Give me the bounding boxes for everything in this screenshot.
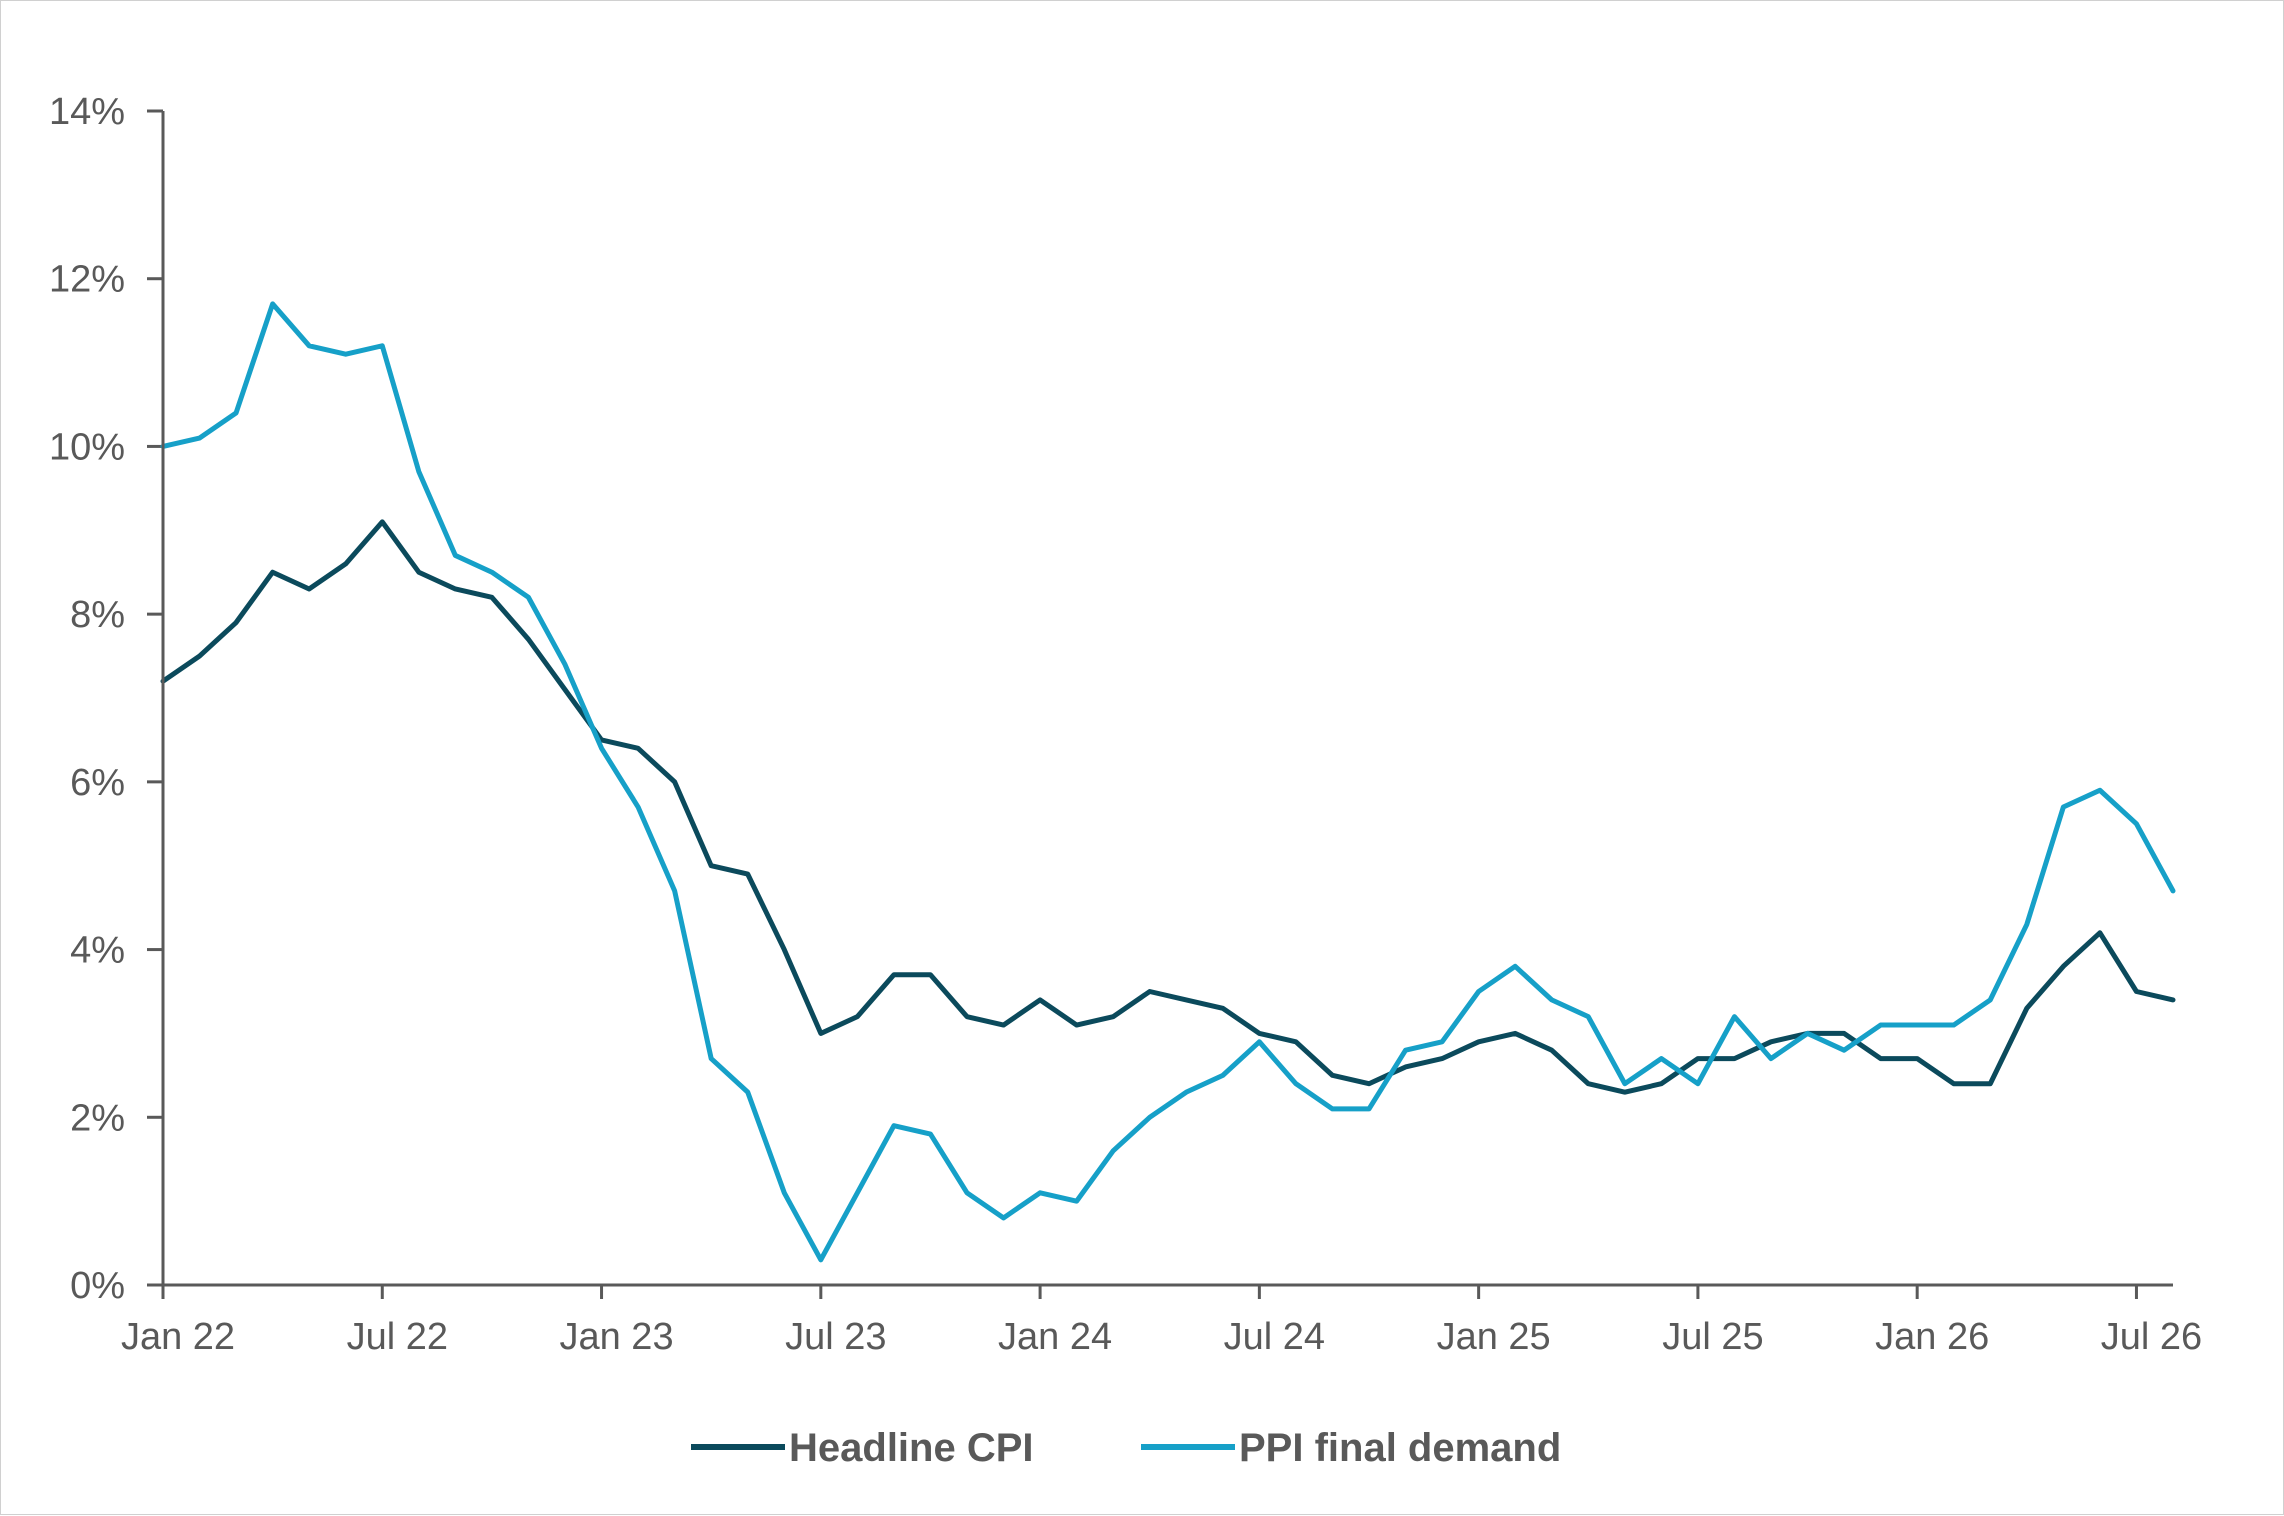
x-tick-label: Jan 26 <box>1875 1316 1989 1358</box>
x-tick-label: Jul 23 <box>785 1316 886 1358</box>
y-tick-label: 0% <box>70 1265 125 1307</box>
legend-item-headline-cpi: Headline CPI <box>691 1426 1034 1470</box>
series-layer <box>160 301 2176 1263</box>
x-tick-label: Jan 25 <box>1437 1316 1551 1358</box>
y-axis-ticks: 0% 2% 4% 6% 8% 10% 12% 14% <box>49 91 163 1307</box>
x-tick-label: Jan 24 <box>998 1316 1112 1358</box>
legend-item-ppi-final-demand: PPI final demand <box>1141 1426 1561 1470</box>
legend-label-ppi-final-demand: PPI final demand <box>1239 1426 1561 1470</box>
series-line-ppi-final-demand <box>160 301 2176 1263</box>
series-line-headline-cpi <box>160 519 2176 1095</box>
x-tick-label: Jul 22 <box>347 1316 448 1358</box>
legend-label-headline-cpi: Headline CPI <box>789 1426 1034 1470</box>
x-tick-label: Jan 23 <box>559 1316 673 1358</box>
y-tick-label: 10% <box>49 426 125 468</box>
x-tick-label: Jul 25 <box>1662 1316 1763 1358</box>
y-tick-label: 14% <box>49 91 125 133</box>
x-axis-ticks: Jan 22 Jul 22 Jan 23 Jul 23 Jan 24 Jul 24 Jan … <box>121 1285 2202 1358</box>
y-tick-label: 4% <box>70 930 125 972</box>
y-tick-label: 2% <box>70 1097 125 1139</box>
y-tick-label: 6% <box>70 762 125 804</box>
x-tick-label: Jul 24 <box>1224 1316 1325 1358</box>
legend: Headline CPI PPI final demand <box>691 1426 1561 1470</box>
x-tick-label: Jan 22 <box>121 1316 235 1358</box>
y-tick-label: 12% <box>49 259 125 301</box>
x-tick-label: Jul 26 <box>2101 1316 2202 1358</box>
y-tick-label: 8% <box>70 594 125 636</box>
